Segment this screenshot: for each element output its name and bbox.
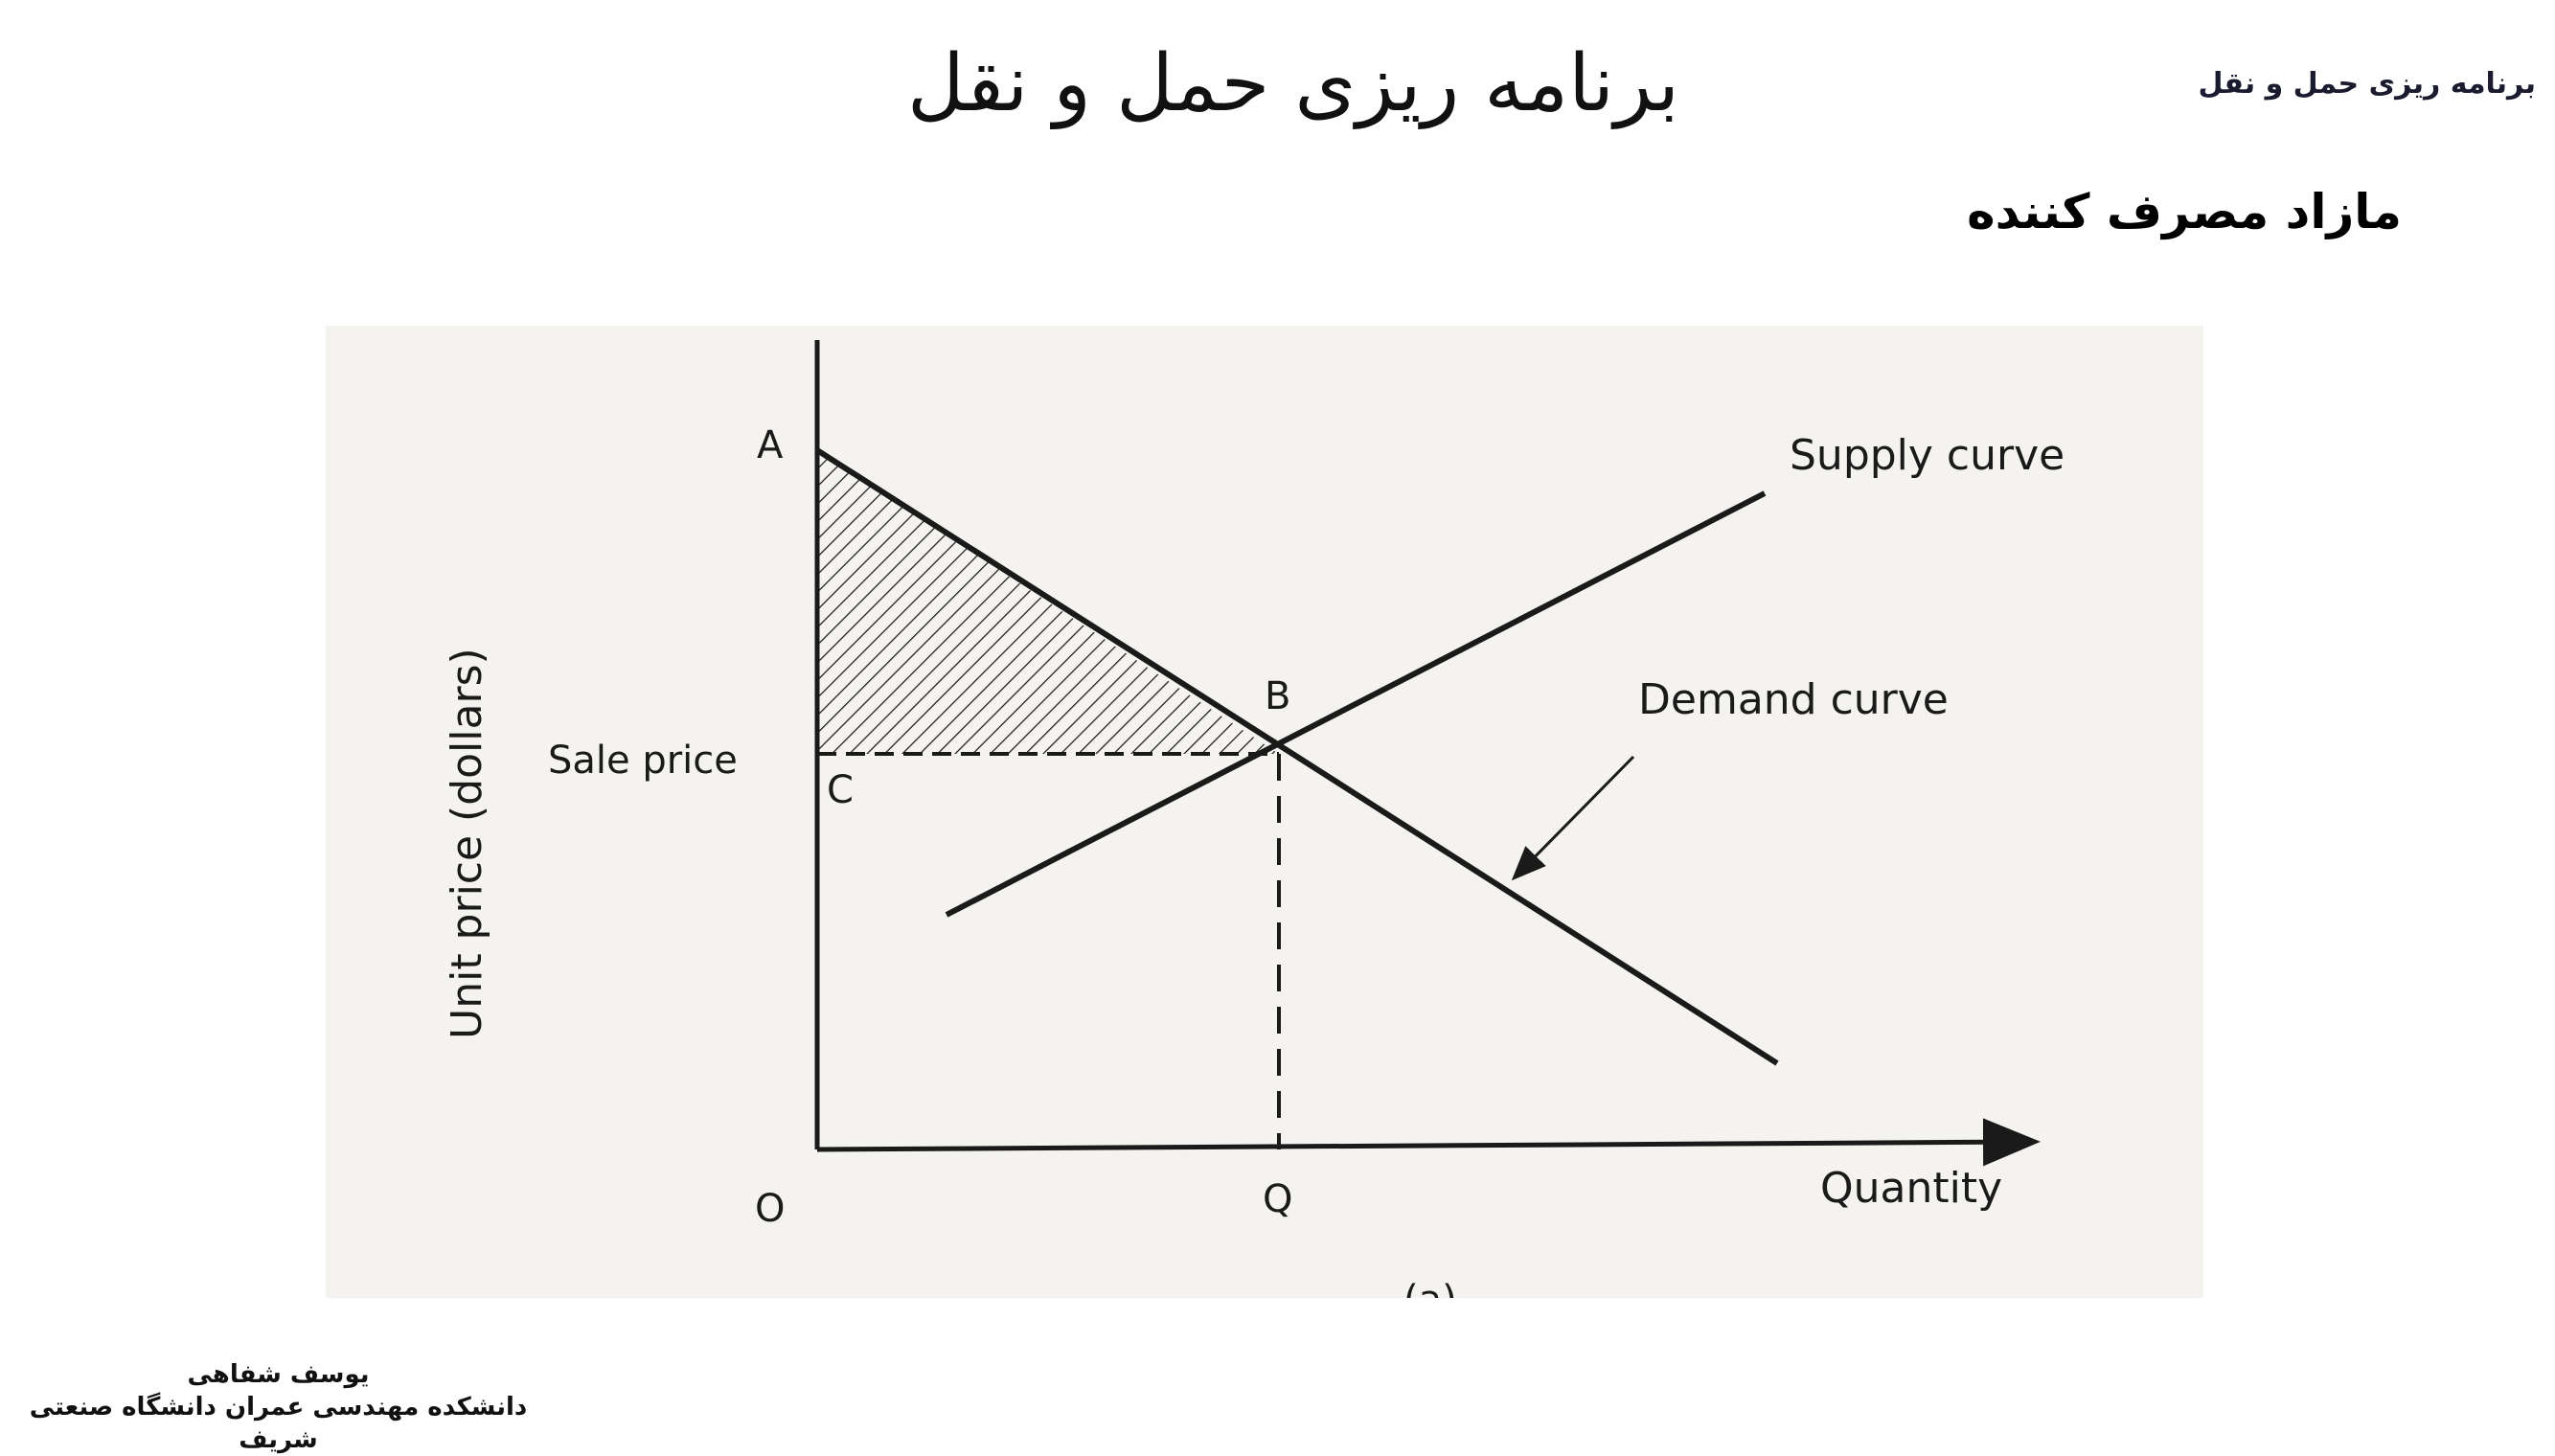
affiliation: دانشکده مهندسی عمران دانشگاه صنعتی شریف	[29, 1393, 528, 1454]
consumer-surplus-figure: A B C O Q Sale price Supply curve Demand…	[326, 326, 2203, 1298]
point-c-label: C	[827, 768, 854, 812]
footer: یوسف شفاهی دانشکده مهندسی عمران دانشگاه …	[17, 1358, 539, 1456]
supply-demand-diagram: A B C O Q Sale price Supply curve Demand…	[443, 340, 2065, 1298]
section-title: مازاد مصرف کننده	[1967, 184, 2402, 239]
figure-caption: (a)	[1403, 1278, 1457, 1298]
origin-label: O	[755, 1187, 785, 1231]
point-a-label: A	[757, 423, 784, 467]
y-axis-label: Unit price (dollars)	[443, 648, 491, 1039]
demand-label-arrow	[1511, 755, 1635, 881]
supply-curve-label: Supply curve	[1790, 431, 2065, 480]
demand-curve-label: Demand curve	[1638, 675, 1949, 724]
supply-curve-line	[945, 490, 1767, 918]
slide-title: برنامه ریزی حمل و نقل	[906, 38, 1680, 129]
point-b-label: B	[1265, 674, 1290, 718]
x-axis	[816, 1118, 2041, 1167]
author-name: یوسف شفاهی	[187, 1360, 370, 1389]
x-axis-label: Quantity	[1820, 1164, 2002, 1213]
quantity-q-label: Q	[1263, 1177, 1292, 1221]
course-tag: برنامه ریزی حمل و نقل	[2198, 67, 2537, 101]
sale-price-label: Sale price	[548, 739, 738, 783]
demand-curve-line	[815, 447, 1779, 1066]
